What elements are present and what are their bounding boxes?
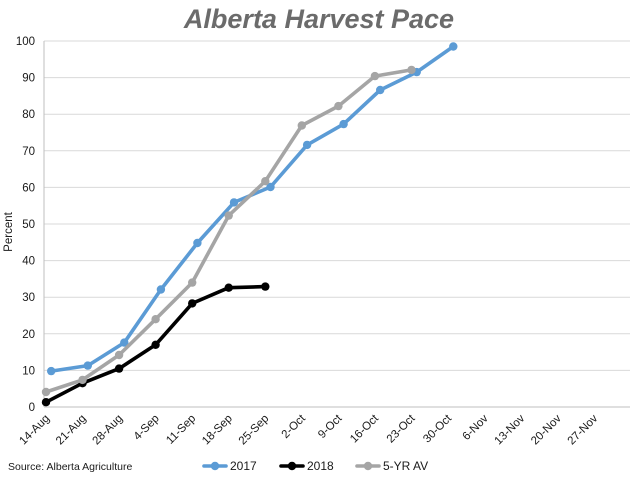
data-point: [261, 177, 270, 186]
y-tick-label: 40: [22, 256, 35, 268]
y-tick-label: 0: [29, 402, 35, 414]
y-tick-label: 70: [22, 146, 35, 158]
series-5-yr-av: [41, 65, 416, 397]
axes: [43, 41, 630, 408]
data-point: [302, 140, 312, 150]
data-point: [188, 278, 197, 287]
legend-marker: [210, 461, 220, 471]
data-point: [376, 85, 385, 95]
legend-label: 5-YR AV: [383, 459, 428, 473]
data-point: [41, 387, 51, 397]
series-lines: [41, 42, 458, 407]
data-point: [151, 340, 160, 349]
data-point: [266, 182, 275, 192]
data-point: [83, 361, 93, 370]
data-point: [224, 283, 233, 292]
legend-label: 2017: [230, 459, 257, 473]
y-tick-label: 80: [22, 109, 35, 121]
legend-item: 5-YR AV: [355, 459, 428, 473]
data-point: [151, 315, 160, 324]
y-tick-label: 30: [22, 292, 35, 304]
data-point: [120, 338, 129, 347]
data-point: [224, 211, 233, 220]
data-point: [339, 119, 348, 129]
data-point: [47, 366, 56, 376]
y-axis-label: Percent: [3, 211, 15, 251]
legend-marker: [363, 461, 373, 471]
legend-label: 2018: [307, 459, 334, 473]
y-tick-label: 90: [22, 73, 35, 85]
data-point: [114, 350, 124, 360]
y-tick-label: 20: [22, 329, 35, 341]
data-point: [229, 198, 239, 207]
chart-title: Alberta Harvest Pace: [183, 4, 454, 34]
y-tick-label: 100: [16, 36, 35, 48]
data-point: [193, 238, 202, 248]
data-point: [297, 121, 306, 130]
y-tick-labels: 0 10 20 30 40 50 60 70 80 90 100: [16, 36, 35, 414]
data-point: [78, 375, 87, 385]
data-point: [114, 364, 124, 373]
data-point: [261, 282, 270, 291]
data-point: [156, 285, 166, 294]
legend: 2017 2018 5-YR AV: [202, 459, 428, 473]
legend-marker: [287, 461, 297, 471]
y-tick-label: 10: [22, 365, 35, 377]
y-tick-label: 50: [22, 219, 35, 231]
legend-item: 2018: [279, 459, 334, 473]
data-point: [370, 71, 380, 81]
data-point: [449, 42, 458, 51]
data-point: [334, 101, 343, 111]
data-point: [407, 65, 416, 75]
legend-item: 2017: [202, 459, 257, 473]
data-point: [41, 398, 51, 407]
y-tick-label: 60: [22, 182, 35, 194]
data-point: [188, 299, 197, 308]
source-note: Source: Alberta Agriculture: [8, 461, 132, 473]
